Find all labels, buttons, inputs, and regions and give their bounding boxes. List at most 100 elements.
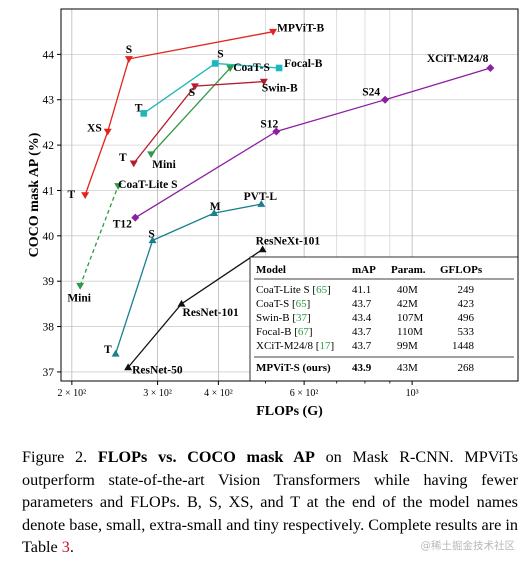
data-point-marker <box>269 28 278 36</box>
data-point-marker <box>76 282 85 290</box>
table-gflops-cell: 249 <box>458 284 475 296</box>
point-label: ResNeXt-101 <box>256 235 321 247</box>
caption-body: on Mask R-CNN. MPViTs outperform state-o… <box>22 448 519 557</box>
point-label: S12 <box>260 118 278 130</box>
data-point-marker <box>381 95 390 104</box>
x-axis-label: FLOPs (G) <box>256 404 323 419</box>
data-series <box>76 28 495 371</box>
table-gflops-cell: 533 <box>458 326 475 338</box>
y-tick-label: 37 <box>43 367 55 379</box>
table-gflops-cell: 1448 <box>452 340 475 352</box>
point-label: S <box>126 44 132 56</box>
table-map-cell: 43.7 <box>352 326 372 338</box>
axes: 37 38 39 40 41 42 43 44 2 × 10² 3 × 10² 4 × 10² 6 ×… <box>43 49 419 399</box>
data-point-marker <box>272 127 281 136</box>
point-label: XCiT-M24/8 <box>427 53 489 65</box>
point-label: Mini <box>67 293 91 305</box>
table-param-cell: 110M <box>397 326 423 338</box>
y-tick-label: 39 <box>43 276 55 288</box>
data-point-marker <box>257 200 266 207</box>
point-label: T <box>67 189 75 201</box>
caption-table-ref[interactable]: 3 <box>61 538 70 557</box>
data-point-marker <box>258 245 267 253</box>
table-header: Param. <box>391 264 426 276</box>
point-label: PVT-L <box>244 191 278 203</box>
table-map-cell: 41.1 <box>352 284 371 296</box>
data-point-marker <box>140 110 148 117</box>
table-header: GFLOPs <box>440 264 483 276</box>
point-label: MPViT-B <box>277 23 324 35</box>
data-point-marker <box>275 64 283 72</box>
table-model-cell: CoaT-S [65] <box>256 298 310 310</box>
table-map-cell: 43.4 <box>352 312 372 324</box>
table-model-cell: CoaT-Lite S [65] <box>256 284 331 296</box>
data-point-marker <box>177 299 186 307</box>
table-header: Model <box>256 264 286 276</box>
series-line <box>84 31 274 196</box>
y-tick-label: 38 <box>43 322 55 334</box>
y-tick-label: 42 <box>43 140 55 152</box>
caption-prefix: Figure 2. <box>22 448 88 466</box>
table-model-cell: Focal-B [67] <box>256 326 313 338</box>
x-tick-label: 3 × 10² <box>143 388 172 399</box>
point-label: CoaT-S <box>233 62 270 74</box>
x-tick-label: 2 × 10² <box>58 388 87 399</box>
point-label: T <box>135 102 143 114</box>
table-box <box>249 256 519 382</box>
table-gflops-cell: 423 <box>458 298 475 310</box>
y-tick-label: 43 <box>43 95 55 107</box>
data-point-marker <box>114 183 123 190</box>
table-map-cell: 43.7 <box>352 298 372 310</box>
y-axis-label: COCO mask AP (%) <box>27 132 42 257</box>
table-model-cell: XCiT-M24/8 [17] <box>256 340 334 352</box>
caption-end: . <box>69 538 74 557</box>
series-line <box>79 185 119 286</box>
table-map-cell: 43.7 <box>352 340 372 352</box>
data-point-marker <box>103 128 112 136</box>
point-label: S <box>148 228 154 240</box>
table-ours-map: 43.9 <box>352 362 372 374</box>
data-point-marker <box>226 65 235 72</box>
point-label: Focal-B <box>284 58 323 70</box>
point-label: Mini <box>152 159 176 171</box>
point-label: XS <box>87 122 102 134</box>
table-ours-model: MPViT-S (ours) <box>256 362 331 374</box>
point-label: T12 <box>113 219 132 231</box>
point-label: S <box>189 87 195 99</box>
table-header: mAP <box>352 264 376 276</box>
data-point-marker <box>211 60 219 67</box>
watermark: @稀土掘金技术社区 <box>420 540 516 552</box>
data-point-marker <box>190 83 199 91</box>
table-param-cell: 42M <box>397 298 418 310</box>
x-tick-label: 4 × 10² <box>204 388 233 399</box>
table-param-cell: 99M <box>397 340 418 352</box>
point-label: T <box>104 344 112 356</box>
point-labels: T XS S MPViT-B Mini CoaT-Lite S Mini CoaT-S T S Sw… <box>67 23 488 377</box>
data-point-marker <box>259 78 268 86</box>
series-line <box>114 203 262 354</box>
flops-vs-mask-ap-chart: 37 38 39 40 41 42 43 44 2 × 10² 3 × 10² 4 × 10² 6 ×… <box>27 8 519 419</box>
results-table: Model mAP Param. GFLOPs CoaT-Lite S [65] 41.1… <box>249 256 519 382</box>
series-line <box>150 67 231 155</box>
table-ours-gflops: 268 <box>458 362 475 374</box>
figure-caption: Figure 2. FLOPs vs. COCO mask AP on Mask… <box>22 446 518 559</box>
point-label: T <box>119 152 127 164</box>
point-label: S <box>217 48 223 60</box>
table-param-cell: 40M <box>397 284 418 296</box>
plot-frame <box>60 8 519 382</box>
point-label: M <box>210 201 221 213</box>
x-tick-label: 10³ <box>406 388 419 399</box>
x-tick-label: 6 × 10² <box>290 388 319 399</box>
point-label: ResNet-50 <box>132 364 183 376</box>
caption-title: FLOPs vs. COCO mask AP <box>97 448 315 466</box>
data-point-marker <box>486 63 495 72</box>
y-tick-label: 40 <box>43 231 55 243</box>
data-point-marker <box>124 56 133 63</box>
y-tick-label: 41 <box>43 185 55 197</box>
table-param-cell: 107M <box>397 312 424 324</box>
point-label: S24 <box>362 87 380 99</box>
table-model-cell: Swin-B [37] <box>256 312 311 324</box>
point-label: CoaT-Lite S <box>118 179 177 191</box>
y-tick-label: 44 <box>43 49 55 61</box>
data-point-marker <box>81 192 90 199</box>
